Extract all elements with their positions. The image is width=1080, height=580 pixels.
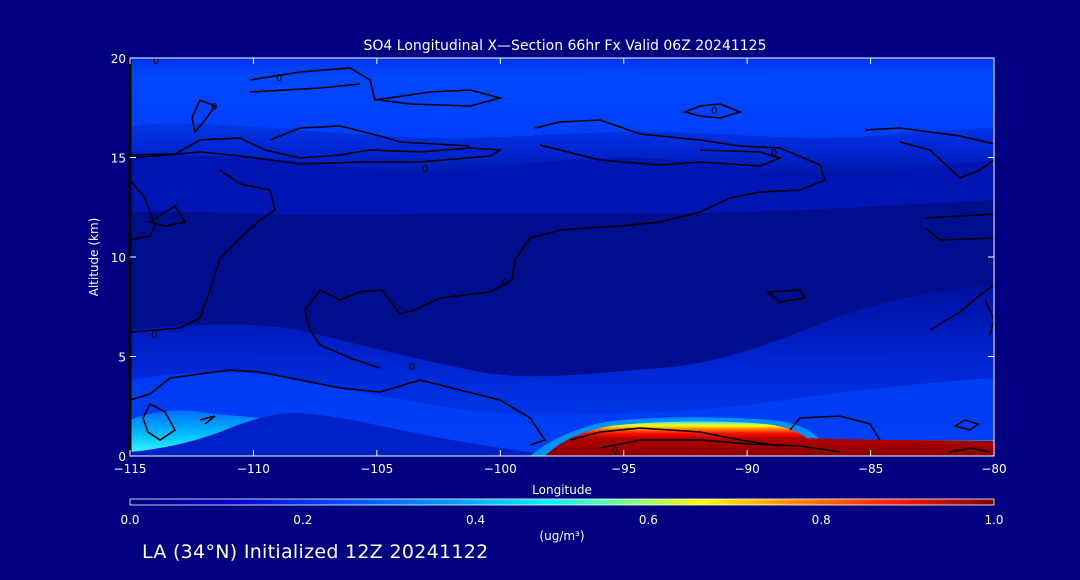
- contour-label: 0: [211, 102, 217, 113]
- contour-line: [249, 83, 361, 93]
- y-tick-label: 10: [111, 251, 126, 265]
- contour-line: [569, 427, 781, 447]
- contour-line: [789, 415, 881, 441]
- chart-title: SO4 Longitudinal X—Section 66hr Fx Valid…: [364, 38, 767, 54]
- contour-line: [130, 169, 276, 333]
- x-tick-label: −95: [611, 462, 636, 476]
- plot-area: [130, 58, 994, 456]
- y-tick-label: 5: [118, 351, 126, 365]
- contour-label: 0: [276, 73, 282, 84]
- x-tick-label: −110: [237, 462, 270, 476]
- contour-label: 0: [771, 148, 777, 159]
- contour-line: [130, 369, 547, 446]
- x-axis: −115 −110 −105 −100 −95 −90 −85 −80: [114, 58, 1007, 476]
- colorbar-ticks: 0.0 0.2 0.4 0.6 0.8 1.0: [120, 513, 1003, 527]
- contour-label: 0: [422, 164, 428, 175]
- colorbar-tick-label: 0.4: [466, 513, 485, 527]
- contour-label: 0: [153, 56, 159, 67]
- contour-line: [539, 144, 783, 167]
- contour-line: [899, 141, 994, 179]
- footer-caption: LA (34°N) Initialized 12Z 20241122: [142, 541, 489, 563]
- x-tick-label: −105: [360, 462, 393, 476]
- terrain: [130, 412, 545, 456]
- contour-line: [249, 67, 504, 107]
- x-tick-label: −100: [484, 462, 517, 476]
- y-axis-label: Altitude (km): [87, 218, 101, 297]
- colorbar-tick-label: 0.0: [120, 513, 139, 527]
- contour-label: 0: [612, 446, 618, 457]
- contour-line: [599, 439, 841, 453]
- contour-line: [191, 98, 217, 134]
- x-tick-label: −85: [858, 462, 883, 476]
- x-tick-label: −115: [114, 462, 147, 476]
- contour-lines: [130, 67, 994, 453]
- sulfate-plume: [545, 421, 994, 456]
- contour-line: [148, 204, 187, 227]
- contour-label: 0: [711, 106, 717, 117]
- contour-line: [682, 103, 743, 119]
- contour-line: [949, 447, 991, 453]
- contour-line: [924, 227, 994, 241]
- contour-label: 0: [151, 330, 157, 341]
- contour-line: [304, 119, 826, 369]
- y-tick-label: 15: [111, 152, 126, 166]
- x-axis-label: Longitude: [532, 483, 592, 497]
- colorbar-tick-label: 0.2: [293, 513, 312, 527]
- colorbar-tick-label: 1.0: [984, 513, 1003, 527]
- colorbar: [129, 498, 995, 506]
- contour-line: [130, 137, 503, 165]
- contour-line: [924, 213, 994, 219]
- colorbar-tick-label: 0.6: [639, 513, 658, 527]
- colorbar-label: (ug/m³): [539, 529, 584, 543]
- y-tick-label: 0: [118, 450, 126, 464]
- contour-line: [199, 415, 216, 425]
- upper-band-core: [130, 78, 994, 139]
- contour-line: [142, 402, 177, 441]
- contour-line: [984, 299, 994, 336]
- colorbar-tick-label: 0.8: [812, 513, 831, 527]
- x-tick-label: −80: [981, 462, 1006, 476]
- contour-label: 0: [502, 278, 508, 289]
- upper-transition-band: [130, 153, 994, 216]
- contour-line: [864, 127, 994, 145]
- contour-line: [130, 179, 156, 241]
- contour-line: [269, 125, 471, 147]
- contour-labels: 0 0 0 0 0 0 0 0 0 0: [151, 56, 777, 457]
- contour-line: [952, 419, 980, 431]
- contour-label: 0: [409, 362, 415, 373]
- contour-line: [929, 284, 994, 331]
- y-axis: 0 5 10 15 20: [111, 52, 994, 464]
- y-tick-label: 20: [111, 52, 126, 66]
- contour-line: [765, 289, 807, 303]
- x-tick-label: −90: [734, 462, 759, 476]
